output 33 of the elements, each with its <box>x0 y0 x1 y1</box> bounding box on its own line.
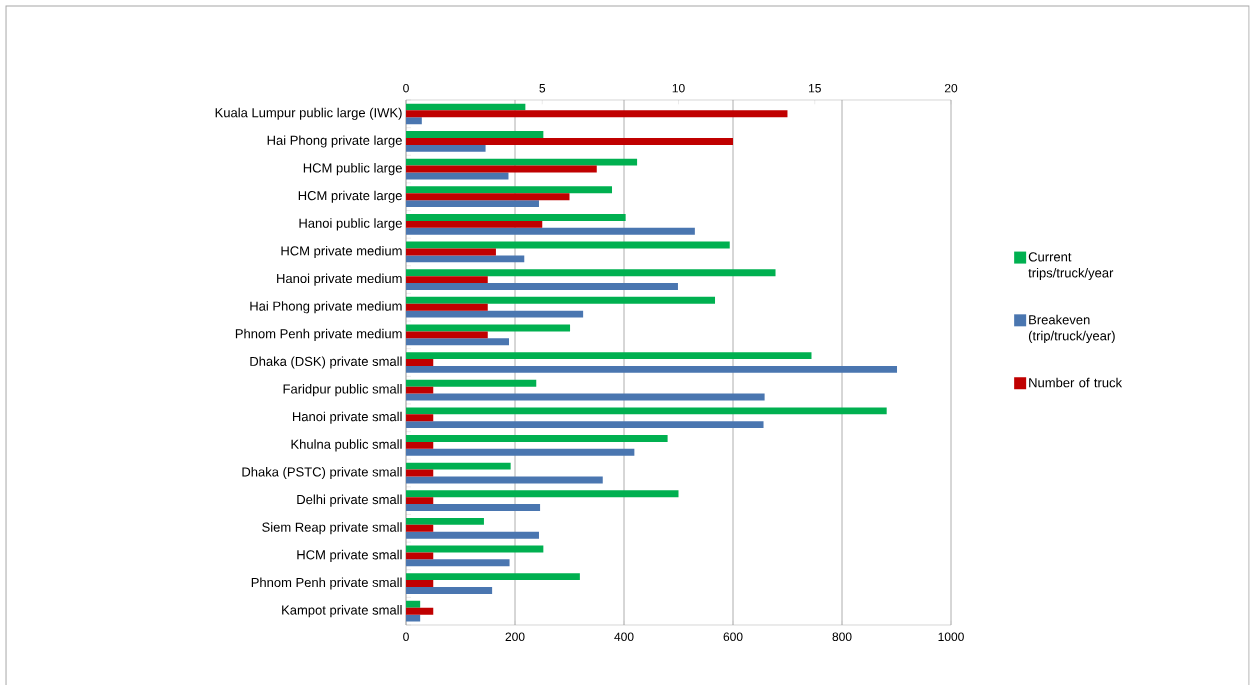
y-tick-label: Khulna public small <box>291 439 402 452</box>
y-tick-label: Hai Phong private medium <box>250 301 402 314</box>
legend-label: Breakeven (trip/truck/year) <box>1028 314 1115 343</box>
legend-label: Number of truck <box>1029 377 1123 388</box>
y-tick-label: Dhaka (DSK) private small <box>250 356 402 369</box>
y-tick-label: Hai Phong private large <box>267 135 402 148</box>
y-tick-label: Siem Reap private small <box>262 522 402 535</box>
y-tick-label: HCM private medium <box>281 245 402 259</box>
x2-tick-label: 20 <box>944 83 958 93</box>
y-tick-label: Kampot private small <box>282 605 402 618</box>
y-tick-label: Hanoi private medium <box>277 273 402 286</box>
x2-tick-label: 0 <box>403 83 409 93</box>
y-tick-label: Dhaka (PSTC) private small <box>242 466 402 480</box>
x-tick-label: 800 <box>832 632 852 642</box>
x-tick-label: 600 <box>723 632 743 642</box>
y-tick-label: Hanoi private small <box>293 411 402 424</box>
y-tick-label: HCM public large <box>303 163 402 176</box>
x-tick-label: 1000 <box>938 632 964 642</box>
y-tick-label: Kuala Lumpur public large (IWK) <box>215 107 402 120</box>
y-tick-label: Phnom Penh private small <box>251 577 402 590</box>
y-tick-label: Phnom Penh private medium <box>235 328 402 341</box>
x2-tick-label: 5 <box>539 84 546 93</box>
y-tick-label: Hanoi public large <box>299 218 402 231</box>
y-tick-label: HCM private small <box>297 549 402 562</box>
x-tick-label: 0 <box>403 632 409 642</box>
y-tick-label: Delhi private small <box>297 494 402 507</box>
x-tick-label: 200 <box>505 632 525 642</box>
x2-tick-label: 10 <box>672 83 685 93</box>
x-tick-label: 400 <box>614 632 634 642</box>
x2-tick-label: 15 <box>808 84 821 93</box>
y-tick-label: HCM private large <box>298 190 402 203</box>
y-tick-label: Faridpur public small <box>283 384 402 397</box>
legend-label: Current trips/truck/year <box>1028 252 1114 281</box>
